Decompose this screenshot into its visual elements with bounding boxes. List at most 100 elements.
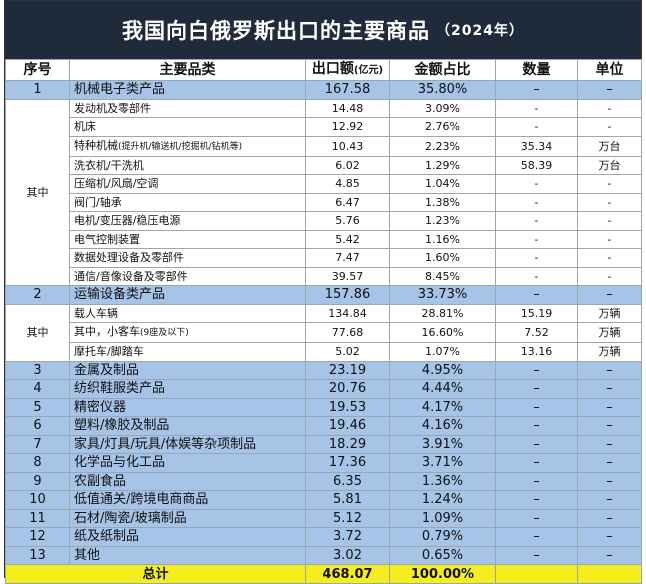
- row-unit: –: [577, 397, 642, 417]
- row-unit: –: [577, 545, 642, 565]
- row-value: 5.02: [305, 342, 390, 362]
- row-qty: –: [495, 360, 578, 380]
- row-share: 3.91%: [389, 434, 496, 454]
- row-name: 纺织鞋服类产品: [69, 379, 306, 399]
- header-unit: 单位: [577, 59, 642, 81]
- row-share: 33.73%: [389, 285, 496, 305]
- header-row: 序号 主要品类 出口额(亿元) 金额占比 数量 单位: [5, 59, 642, 81]
- row-name: 摩托车/脚踏车: [69, 342, 306, 362]
- row-value: 39.57: [305, 266, 390, 286]
- row-name-text: 其中，小客车: [74, 325, 140, 338]
- table-row: 数据处理设备及零部件 7.47 1.60% - -: [6, 248, 642, 268]
- table-row: 3 金属及制品 23.19 4.95% – –: [5, 360, 642, 380]
- export-table: 序号 主要品类 出口额(亿元) 金额占比 数量 单位 1 机械电子类产品 167.5…: [5, 59, 642, 584]
- row-qty: 7.52: [495, 322, 578, 343]
- row-qty: 58.39: [495, 155, 578, 175]
- row-share: 1.07%: [389, 342, 496, 362]
- table-row: 8 化学品与化工品 17.36 3.71% – –: [5, 453, 642, 473]
- row-name: 特种机械(提升机/输送机/挖掘机/钻机等): [69, 135, 306, 157]
- row-value: 23.19: [305, 360, 390, 380]
- row-share: 1.23%: [389, 211, 496, 231]
- row-unit: -: [577, 266, 642, 286]
- row-index: 7: [5, 434, 70, 454]
- row-unit: 万辆: [577, 342, 642, 362]
- table-row: 12 纸及纸制品 3.72 0.79% – –: [5, 527, 642, 547]
- row-name: 低值通关/跨境电商商品: [69, 490, 306, 510]
- table-row: 1 机械电子类产品 167.58 35.80% – –: [5, 80, 642, 100]
- row-name-text: 摩托车/脚踏车: [74, 345, 144, 359]
- table-row: 其中 载人车辆 134.84 28.81% 15.19 万辆: [5, 303, 642, 362]
- row-unit: –: [577, 490, 642, 510]
- row-index: 5: [5, 397, 70, 417]
- row-name: 运输设备类产品: [69, 285, 306, 305]
- row-share: 3.71%: [389, 453, 496, 473]
- table-row: 其中 发动机及零部件 14.48 3.09% - -: [5, 98, 642, 286]
- row-name: 载人车辆: [69, 303, 306, 323]
- row-share: 0.79%: [389, 527, 496, 547]
- header-index: 序号: [5, 59, 70, 81]
- row-name-text: 数据处理设备及零部件: [74, 251, 184, 265]
- row-unit: 万台: [577, 155, 642, 175]
- table-row: 7 家具/灯具/玩具/体娱等杂项制品 18.29 3.91% – –: [5, 434, 642, 454]
- row-qty: -: [495, 229, 578, 249]
- table-row: 电机/变压器/稳压电源 5.76 1.23% - -: [6, 211, 642, 231]
- row-share: 3.09%: [389, 98, 496, 118]
- row-index: 10: [5, 490, 70, 510]
- total-label: 总计: [5, 564, 306, 584]
- row-qty: -: [495, 248, 578, 268]
- total-qty: [495, 564, 578, 584]
- row-index: 3: [5, 360, 70, 380]
- row-name-text: 阀门/轴承: [74, 195, 122, 209]
- row-share: 4.95%: [389, 360, 496, 380]
- row-unit: -: [577, 248, 642, 268]
- table-row: 9 农副食品 6.35 1.36% – –: [5, 471, 642, 491]
- row-name: 石材/陶瓷/玻璃制品: [69, 508, 306, 528]
- row-name: 电机/变压器/稳压电源: [69, 211, 306, 231]
- header-name: 主要品类: [69, 59, 306, 81]
- page-title: 我国向白俄罗斯出口的主要商品: [122, 19, 431, 43]
- row-unit: 万台: [577, 135, 642, 157]
- row-index: 11: [5, 508, 70, 528]
- row-share: 1.60%: [389, 248, 496, 268]
- row-value: 5.76: [305, 211, 390, 231]
- row-qty: –: [495, 545, 578, 565]
- row-qty: –: [495, 285, 578, 305]
- row-qty: –: [495, 471, 578, 491]
- row-name-note: (提升机/输送机/挖掘机/钻机等): [118, 141, 243, 152]
- row-index: 13: [5, 545, 70, 565]
- row-name: 数据处理设备及零部件: [69, 248, 306, 268]
- row-unit: –: [577, 285, 642, 305]
- row-name: 精密仪器: [69, 397, 306, 417]
- header-value-label: 出口额: [311, 61, 354, 77]
- row-name-text: 载人车辆: [74, 306, 118, 320]
- row-name: 化学品与化工品: [69, 453, 306, 473]
- row-value: 77.68: [305, 322, 390, 343]
- row-qty: –: [495, 527, 578, 547]
- row-unit: –: [577, 508, 642, 528]
- row-value: 10.43: [305, 135, 390, 157]
- row-share: 28.81%: [389, 303, 496, 323]
- row-unit: –: [577, 434, 642, 454]
- row-name: 机械电子类产品: [69, 80, 306, 100]
- row-unit: 万辆: [577, 322, 642, 343]
- header-share: 金额占比: [389, 59, 496, 81]
- row-name: 机床: [69, 117, 306, 137]
- row-value: 19.53: [305, 397, 390, 417]
- export-table-card: 我国向白俄罗斯出口的主要商品 （2024年） 序号 主要品类 出口额(亿元) 金…: [4, 0, 642, 584]
- row-name: 发动机及零部件: [69, 98, 306, 118]
- row-unit: -: [577, 229, 642, 249]
- row-unit: –: [577, 360, 642, 380]
- row-share: 1.04%: [389, 174, 496, 194]
- table-row: 摩托车/脚踏车 5.02 1.07% 13.16 万辆: [6, 342, 642, 362]
- row-qty: –: [495, 80, 578, 100]
- row-name: 纸及纸制品: [69, 527, 306, 547]
- row-value: 19.46: [305, 416, 390, 436]
- row-share: 4.44%: [389, 379, 496, 399]
- row-share: 4.16%: [389, 416, 496, 436]
- row-unit: –: [577, 471, 642, 491]
- table-row: 13 其他 3.02 0.65% – –: [5, 545, 642, 565]
- row-name-text: 洗衣机/干洗机: [74, 158, 144, 172]
- row-value: 5.81: [305, 490, 390, 510]
- row-name: 洗衣机/干洗机: [69, 155, 306, 175]
- table-row: 特种机械(提升机/输送机/挖掘机/钻机等) 10.43 2.23% 35.34 万台: [6, 135, 642, 157]
